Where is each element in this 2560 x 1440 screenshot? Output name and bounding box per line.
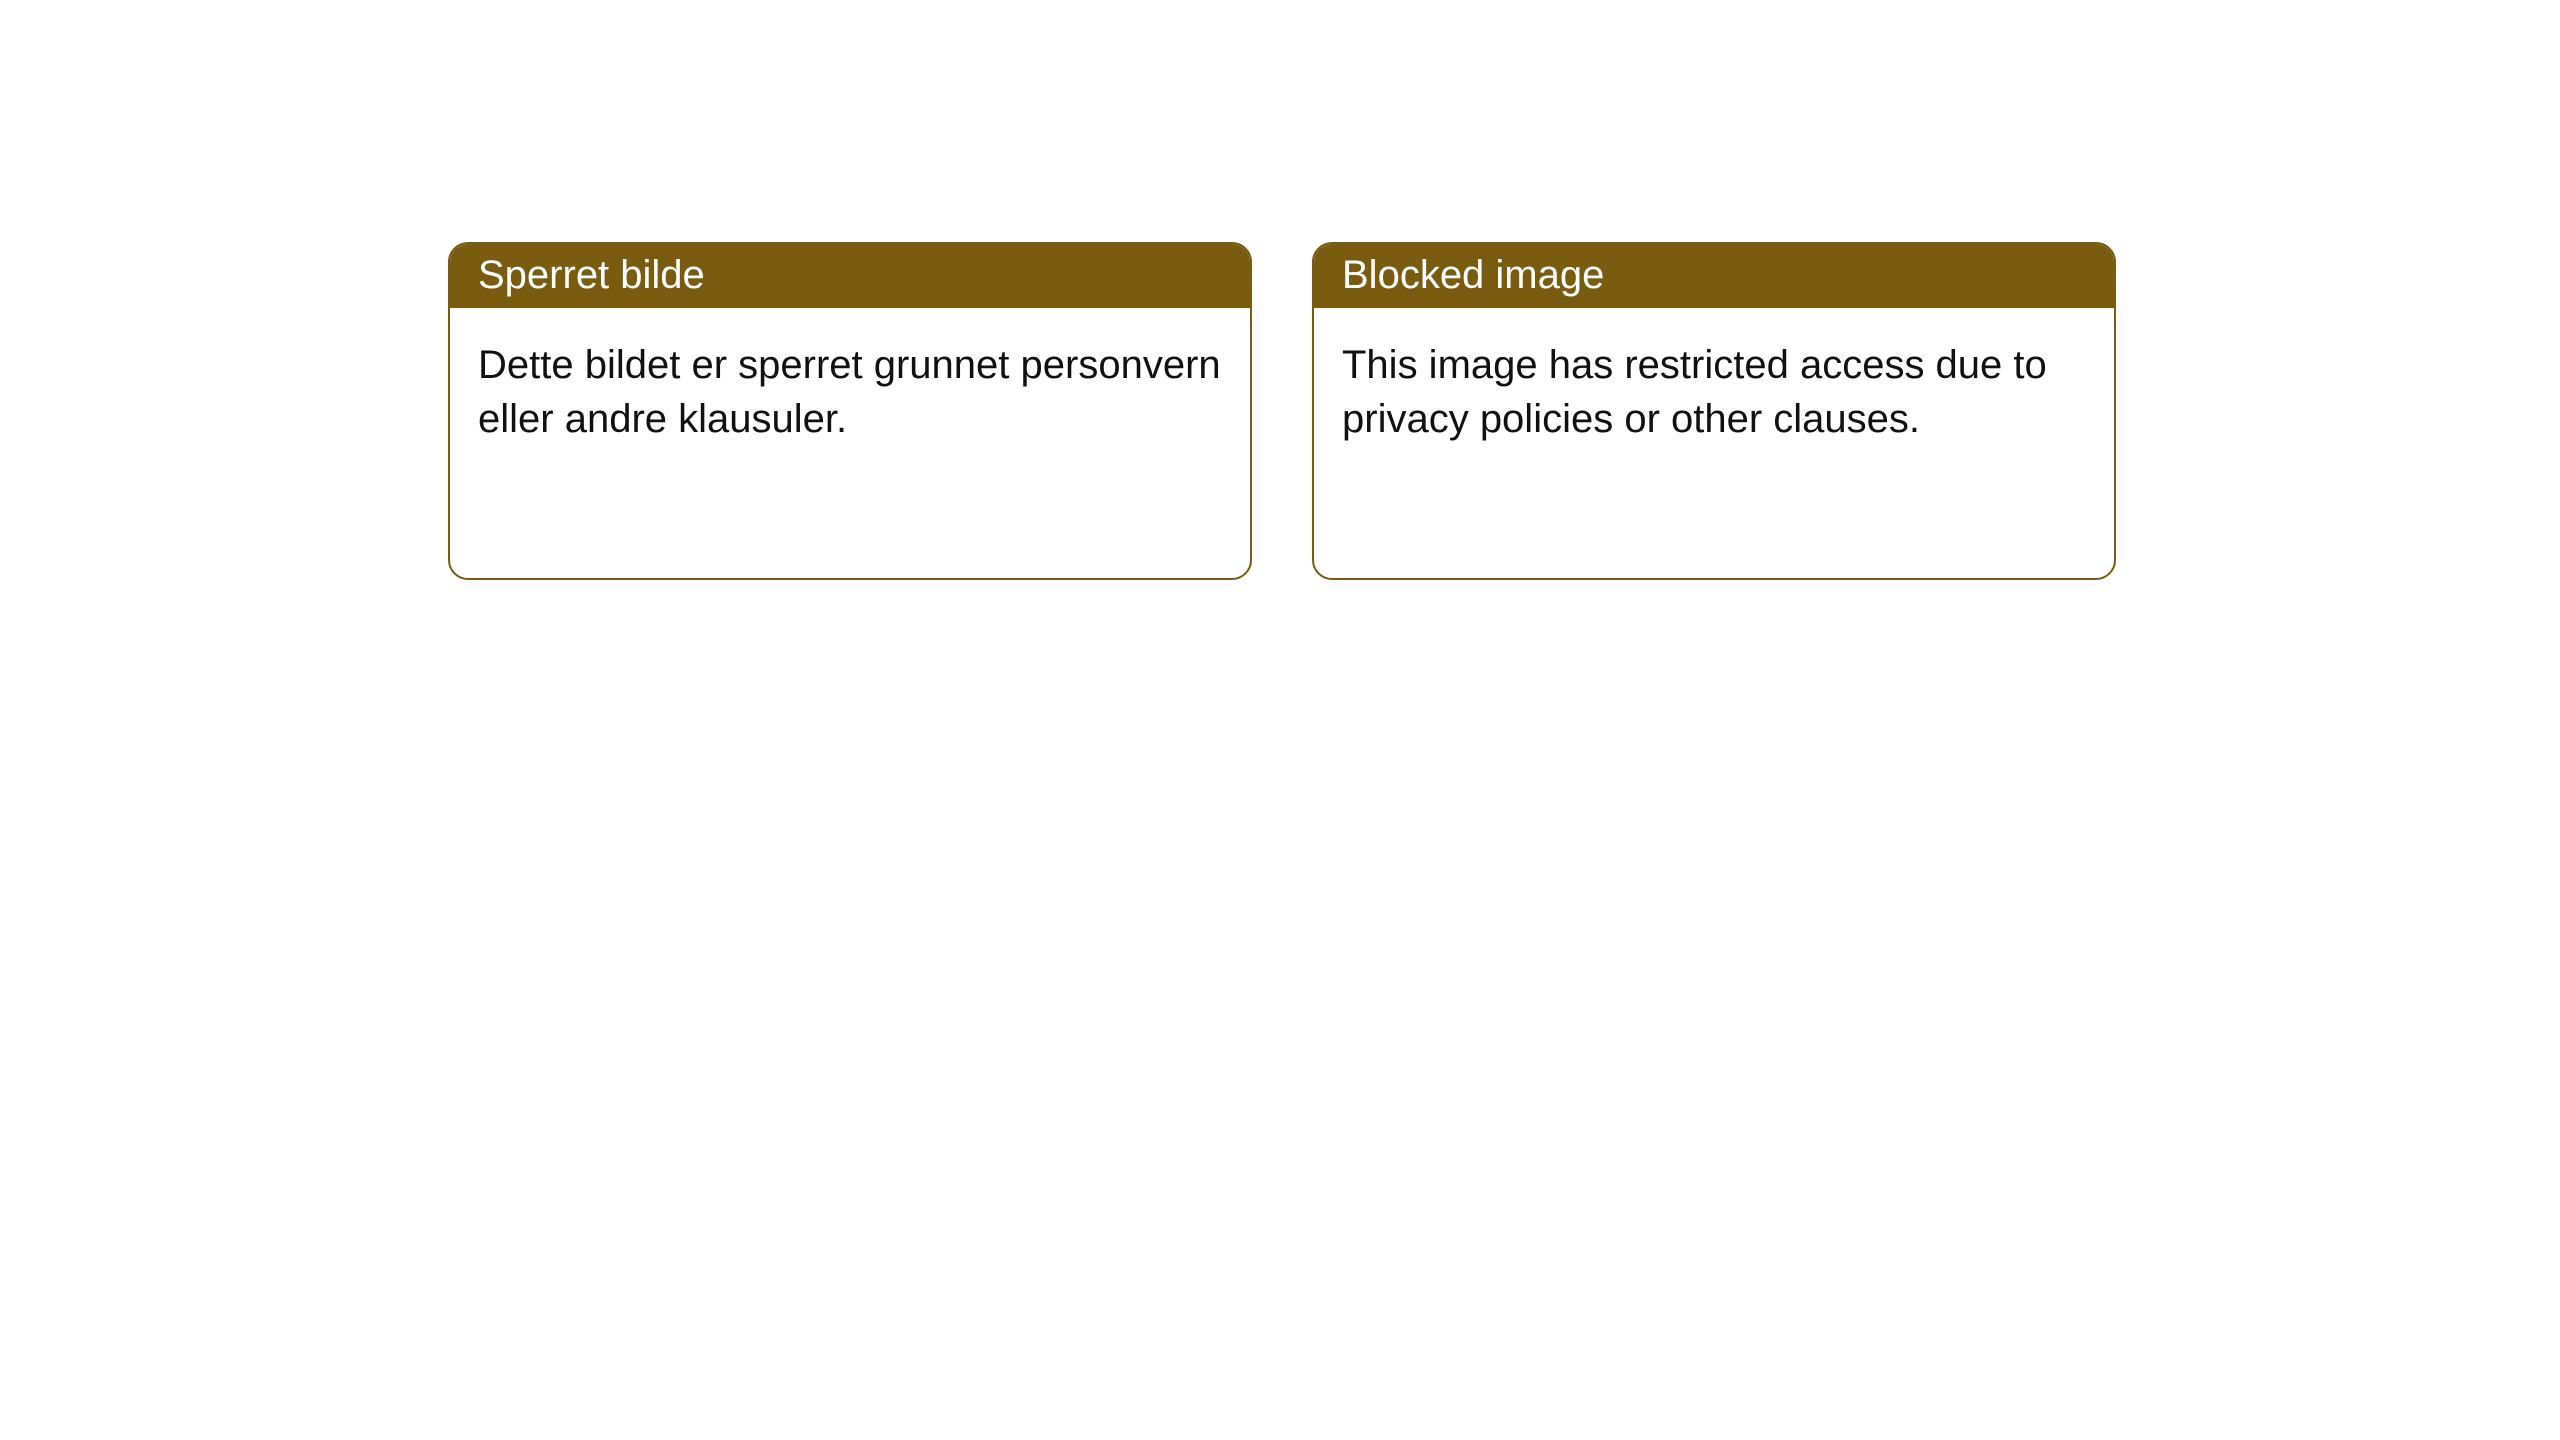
notice-cards-row: Sperret bilde Dette bildet er sperret gr… <box>0 0 2560 580</box>
notice-title-norwegian: Sperret bilde <box>450 244 1250 308</box>
notice-body-english: This image has restricted access due to … <box>1314 308 2114 470</box>
notice-card-english: Blocked image This image has restricted … <box>1312 242 2116 580</box>
notice-title-english: Blocked image <box>1314 244 2114 308</box>
notice-card-norwegian: Sperret bilde Dette bildet er sperret gr… <box>448 242 1252 580</box>
notice-body-norwegian: Dette bildet er sperret grunnet personve… <box>450 308 1250 470</box>
